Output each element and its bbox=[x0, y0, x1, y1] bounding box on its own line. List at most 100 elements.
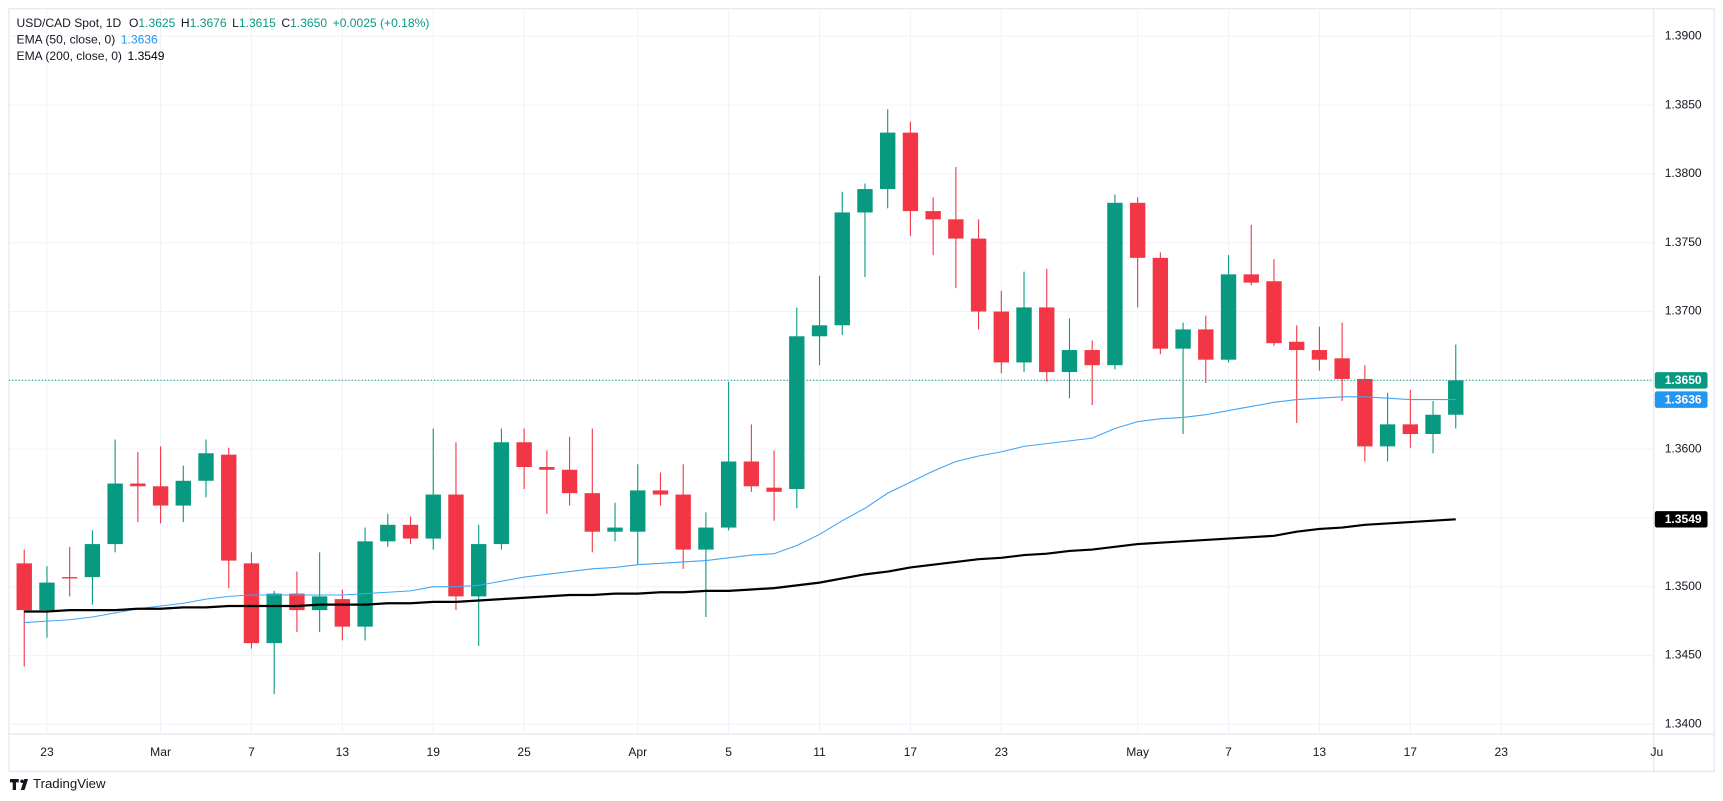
x-tick-label: 11 bbox=[813, 745, 826, 759]
candle-body bbox=[107, 483, 123, 545]
ema-line bbox=[24, 518, 1456, 613]
candle-body bbox=[584, 493, 600, 532]
x-axis: 23 Mar 7 13 19 25 Apr 5 11 17 23 May 7 13 17 23 Jun bbox=[40, 745, 1670, 759]
legend-value: 1.3636 bbox=[121, 33, 158, 47]
price-badge bbox=[1654, 372, 1708, 389]
x-tick-label: Mar bbox=[150, 745, 171, 759]
y-tick-label: 1.3900 bbox=[1665, 28, 1702, 42]
candle-body bbox=[1448, 380, 1464, 415]
candle-body bbox=[1152, 257, 1169, 349]
price-badge-label: 1.3549 bbox=[1665, 512, 1702, 526]
ohlc-value: 1.3676 bbox=[190, 16, 227, 30]
candle-body bbox=[607, 527, 623, 532]
candle-body bbox=[857, 189, 873, 213]
candle-body bbox=[243, 563, 260, 644]
candle-body bbox=[880, 132, 896, 190]
candle-body bbox=[789, 336, 805, 490]
x-tick-label: 7 bbox=[248, 745, 255, 759]
candle-body bbox=[1175, 329, 1191, 349]
candle-body bbox=[1425, 414, 1441, 434]
logo-part bbox=[20, 779, 29, 791]
x-tick-label: 7 bbox=[1225, 745, 1232, 759]
candle-body bbox=[698, 527, 714, 550]
plot-area bbox=[8, 109, 1654, 695]
chart-title: USD/CAD Spot, 1D bbox=[17, 16, 122, 30]
legend-line: EMA (200, close, 0) 1.3549 bbox=[17, 49, 165, 63]
candle-body bbox=[630, 490, 646, 532]
logo-part bbox=[20, 779, 24, 783]
x-tick-label: 13 bbox=[336, 745, 350, 759]
change-value: +0.0025 (+0.18%) bbox=[333, 16, 430, 30]
x-tick-label: 23 bbox=[1494, 745, 1508, 759]
y-tick-label: 1.3750 bbox=[1665, 235, 1702, 249]
ohlc-key: L bbox=[232, 16, 239, 30]
brand-name: TradingView bbox=[33, 776, 106, 791]
candle-body bbox=[811, 325, 828, 337]
x-tick-label: 19 bbox=[427, 745, 441, 759]
ohlc-key: O bbox=[129, 16, 138, 30]
candle-body bbox=[289, 593, 305, 611]
legend-name: EMA (50, close, 0) bbox=[17, 33, 116, 47]
candle-body bbox=[652, 490, 669, 495]
candle-body bbox=[130, 483, 146, 487]
candle-body bbox=[1289, 341, 1305, 351]
x-tick-label: 23 bbox=[995, 745, 1009, 759]
candle-body bbox=[1243, 274, 1259, 283]
y-tick-label: 1.3500 bbox=[1665, 579, 1702, 593]
candle-body bbox=[198, 453, 214, 481]
ohlc-value: 1.3650 bbox=[290, 16, 327, 30]
candle-body bbox=[1379, 424, 1396, 447]
candle-body bbox=[175, 480, 191, 506]
candle-body bbox=[1039, 307, 1055, 373]
x-tick-label: 23 bbox=[40, 745, 54, 759]
candle-body bbox=[357, 541, 373, 627]
candle-body bbox=[970, 238, 987, 312]
candle-body bbox=[948, 219, 964, 239]
brand-logo bbox=[9, 779, 29, 791]
price-badge bbox=[1654, 391, 1708, 408]
candle-body bbox=[925, 211, 941, 220]
candle-body bbox=[425, 494, 441, 539]
candle-body bbox=[380, 524, 396, 542]
chart-frame bbox=[8, 8, 1715, 772]
price-badge-label: 1.3636 bbox=[1665, 392, 1702, 406]
candle-body bbox=[834, 212, 850, 326]
x-tick-label: 13 bbox=[1313, 745, 1327, 759]
y-tick-label: 1.3400 bbox=[1665, 717, 1702, 731]
candle-body bbox=[1311, 350, 1328, 360]
legend-value: 1.3549 bbox=[128, 49, 165, 63]
y-tick-label: 1.3850 bbox=[1665, 97, 1702, 111]
x-tick-label: 25 bbox=[517, 745, 531, 759]
candle-body bbox=[493, 442, 510, 545]
candle-body bbox=[16, 563, 32, 611]
candle-body bbox=[766, 487, 782, 492]
ema-line bbox=[24, 396, 1456, 624]
x-tick-label: May bbox=[1126, 745, 1150, 759]
ohlc-value: 1.3615 bbox=[239, 16, 276, 30]
legend-name: EMA (200, close, 0) bbox=[17, 49, 122, 63]
logo-part bbox=[9, 779, 19, 791]
candle-body bbox=[1334, 358, 1350, 379]
y-tick-label: 1.3450 bbox=[1665, 648, 1702, 662]
candle-body bbox=[1061, 350, 1078, 373]
candle-body bbox=[470, 544, 487, 597]
candle-body bbox=[152, 486, 169, 506]
candle-body bbox=[561, 469, 578, 494]
x-tick-label: Jun bbox=[1651, 745, 1670, 759]
candle-body bbox=[1357, 378, 1373, 447]
candle-body bbox=[1084, 350, 1100, 366]
candle-body bbox=[1016, 307, 1032, 363]
candle-body bbox=[1198, 329, 1214, 360]
candle-body bbox=[743, 461, 760, 487]
price-badge-label: 1.3650 bbox=[1665, 373, 1702, 387]
x-tick-label: 5 bbox=[725, 745, 732, 759]
candle-body bbox=[993, 311, 1009, 363]
candle-body bbox=[1266, 281, 1282, 344]
candle-body bbox=[1129, 202, 1146, 258]
x-tick-label: 17 bbox=[1404, 745, 1418, 759]
candle-body bbox=[448, 494, 464, 597]
candle-body bbox=[311, 596, 328, 611]
candle-body bbox=[39, 582, 55, 611]
